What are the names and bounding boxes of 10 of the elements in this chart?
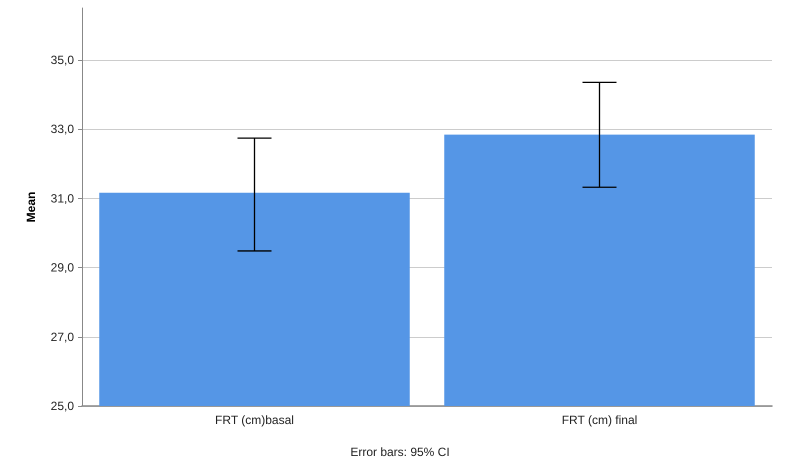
x-tick-label: FRT (cm) final <box>562 413 638 427</box>
y-tick-label: 35,0 <box>50 52 74 67</box>
y-tick-label: 27,0 <box>50 330 74 344</box>
text: Error bars: 95% CI <box>350 445 450 459</box>
y-axis-title: Mean <box>24 192 38 222</box>
y-tick-label: 33,0 <box>50 122 74 136</box>
y-tick-label: 29,0 <box>50 260 74 275</box>
y-tick-label: 25,0 <box>50 399 74 413</box>
y-tick-label: 31,0 <box>50 191 74 206</box>
x-tick-label: FRT (cm)basal <box>215 413 294 427</box>
